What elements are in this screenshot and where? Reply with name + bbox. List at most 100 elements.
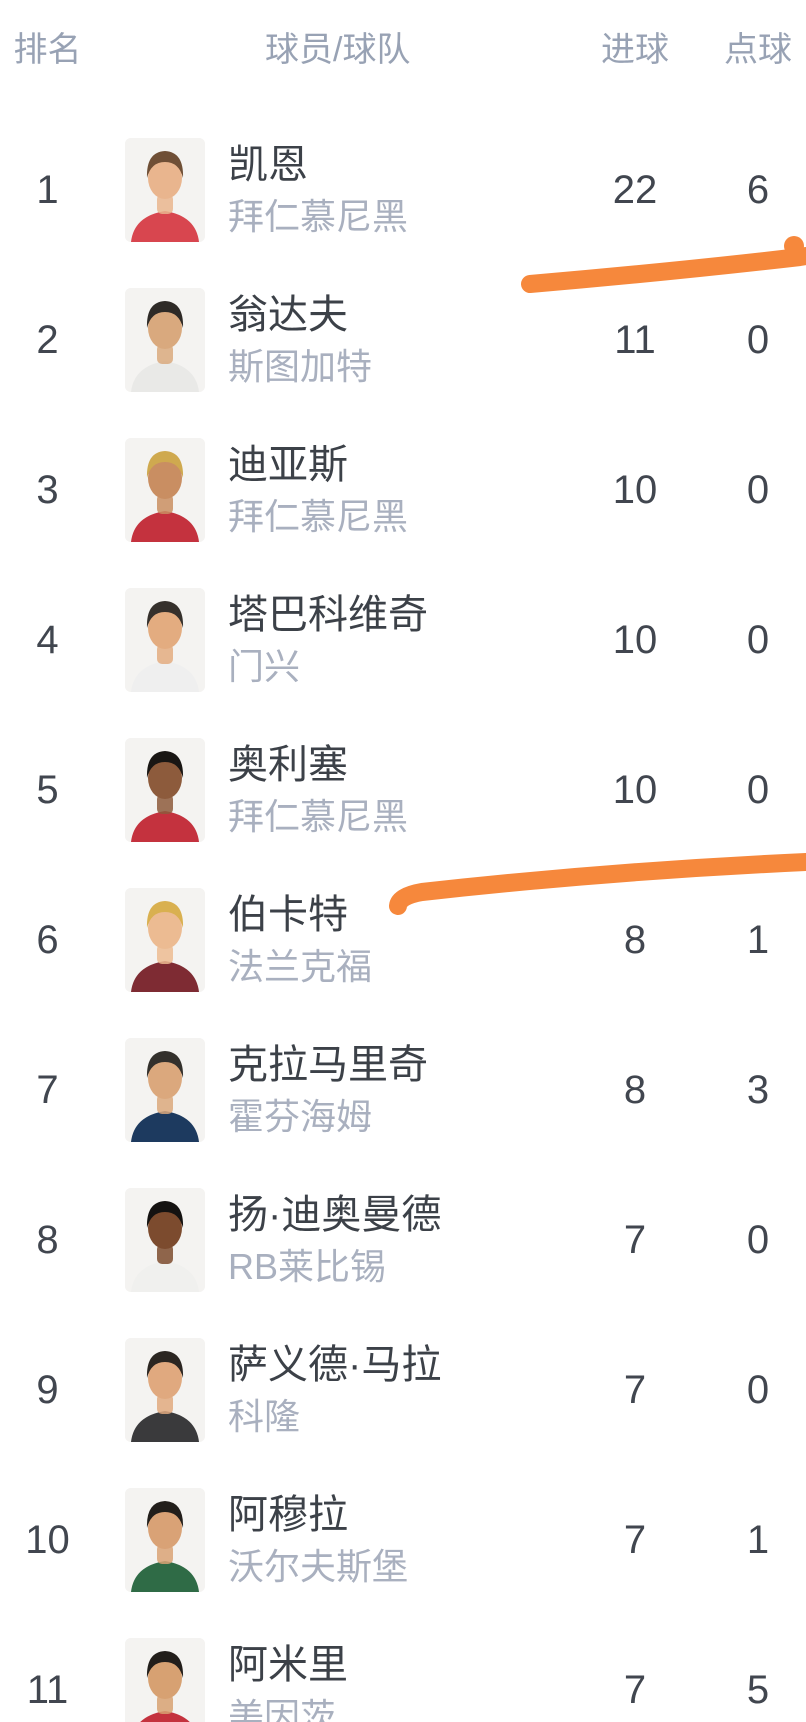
table-row[interactable]: 11 阿米里 美因茨 7 5 xyxy=(0,1615,806,1722)
penalties-value: 1 xyxy=(746,1517,770,1562)
goals-value: 7 xyxy=(623,1367,647,1412)
player-photo xyxy=(125,1488,205,1592)
player-name: 凯恩 xyxy=(228,143,308,188)
header-player: 球员/球队 xyxy=(265,30,411,69)
player-name: 塔巴科维奇 xyxy=(228,593,428,638)
penalties-value: 0 xyxy=(746,467,770,512)
rank-value: 8 xyxy=(36,1217,59,1262)
player-team: 霍芬海姆 xyxy=(228,1096,373,1138)
player-info: 阿米里 美因茨 xyxy=(205,1643,560,1722)
penalties-value: 3 xyxy=(746,1067,770,1112)
player-photo xyxy=(125,138,205,242)
rank-value: 2 xyxy=(36,317,59,362)
player-name: 翁达夫 xyxy=(228,293,348,338)
player-photo xyxy=(125,1638,205,1722)
player-team: 拜仁慕尼黑 xyxy=(228,196,409,238)
player-name: 迪亚斯 xyxy=(228,443,348,488)
goals-value: 22 xyxy=(612,167,658,212)
penalties-value: 0 xyxy=(746,617,770,662)
penalties-value: 0 xyxy=(746,1367,770,1412)
player-info: 奥利塞 拜仁慕尼黑 xyxy=(205,743,560,837)
player-info: 塔巴科维奇 门兴 xyxy=(205,593,560,687)
table-row[interactable]: 7 克拉马里奇 霍芬海姆 8 3 xyxy=(0,1015,806,1165)
header-penalties: 点球 xyxy=(724,30,792,69)
goals-value: 7 xyxy=(623,1667,647,1712)
goals-value: 7 xyxy=(623,1517,647,1562)
player-photo-icon xyxy=(125,738,205,842)
player-photo-icon xyxy=(125,438,205,542)
player-photo-icon xyxy=(125,1638,205,1722)
player-photo-icon xyxy=(125,588,205,692)
rank-value: 10 xyxy=(25,1517,70,1562)
table-row[interactable]: 10 阿穆拉 沃尔夫斯堡 7 1 xyxy=(0,1465,806,1615)
rank-value: 11 xyxy=(26,1667,69,1712)
player-info: 伯卡特 法兰克福 xyxy=(205,893,560,987)
penalties-value: 0 xyxy=(746,317,770,362)
player-photo xyxy=(125,288,205,392)
player-photo-icon xyxy=(125,138,205,242)
scorer-list: 1 凯恩 拜仁慕尼黑 22 6 2 xyxy=(0,115,806,1722)
player-team: 斯图加特 xyxy=(228,346,373,388)
player-name: 伯卡特 xyxy=(228,893,348,938)
player-photo-icon xyxy=(125,1338,205,1442)
player-name: 克拉马里奇 xyxy=(228,1043,428,1088)
rank-value: 7 xyxy=(36,1067,59,1112)
rank-value: 6 xyxy=(36,917,59,962)
table-row[interactable]: 6 伯卡特 法兰克福 8 1 xyxy=(0,865,806,1015)
player-photo-icon xyxy=(125,1488,205,1592)
player-team: 沃尔夫斯堡 xyxy=(228,1546,409,1588)
player-info: 克拉马里奇 霍芬海姆 xyxy=(205,1043,560,1137)
penalties-value: 1 xyxy=(746,917,770,962)
player-photo xyxy=(125,438,205,542)
player-photo-icon xyxy=(125,1188,205,1292)
table-row[interactable]: 3 迪亚斯 拜仁慕尼黑 10 0 xyxy=(0,415,806,565)
rank-value: 9 xyxy=(36,1367,59,1412)
player-team: 法兰克福 xyxy=(228,946,373,988)
table-row[interactable]: 8 扬·迪奥曼德 RB莱比锡 7 0 xyxy=(0,1165,806,1315)
player-team: 美因茨 xyxy=(228,1696,337,1722)
goals-value: 7 xyxy=(623,1217,647,1262)
player-info: 凯恩 拜仁慕尼黑 xyxy=(205,143,560,237)
rank-value: 5 xyxy=(36,767,59,812)
rank-value: 4 xyxy=(36,617,59,662)
player-name: 扬·迪奥曼德 xyxy=(228,1193,442,1238)
player-name: 萨义德·马拉 xyxy=(228,1343,442,1388)
player-name: 阿米里 xyxy=(228,1643,348,1688)
player-team: 拜仁慕尼黑 xyxy=(228,796,409,838)
player-photo xyxy=(125,738,205,842)
table-header: 排名 球员/球队 进球 点球 xyxy=(0,0,806,92)
table-row[interactable]: 1 凯恩 拜仁慕尼黑 22 6 xyxy=(0,115,806,265)
goals-value: 10 xyxy=(612,767,658,812)
player-team: 拜仁慕尼黑 xyxy=(228,496,409,538)
rank-value: 3 xyxy=(36,467,59,512)
player-name: 阿穆拉 xyxy=(228,1493,348,1538)
header-rank: 排名 xyxy=(13,30,82,69)
penalties-value: 6 xyxy=(746,167,770,212)
player-photo xyxy=(125,1038,205,1142)
table-row[interactable]: 2 翁达夫 斯图加特 11 0 xyxy=(0,265,806,415)
player-info: 迪亚斯 拜仁慕尼黑 xyxy=(205,443,560,537)
table-row[interactable]: 4 塔巴科维奇 门兴 10 0 xyxy=(0,565,806,715)
penalties-value: 5 xyxy=(746,1667,770,1712)
goals-value: 8 xyxy=(623,1067,647,1112)
player-info: 萨义德·马拉 科隆 xyxy=(205,1343,560,1437)
table-row[interactable]: 5 奥利塞 拜仁慕尼黑 10 0 xyxy=(0,715,806,865)
rank-value: 1 xyxy=(36,167,59,212)
player-photo xyxy=(125,1338,205,1442)
player-photo-icon xyxy=(125,888,205,992)
table-row[interactable]: 9 萨义德·马拉 科隆 7 0 xyxy=(0,1315,806,1465)
penalties-value: 0 xyxy=(746,767,770,812)
player-photo xyxy=(125,888,205,992)
goals-value: 8 xyxy=(623,917,647,962)
goals-value: 10 xyxy=(612,467,658,512)
player-photo xyxy=(125,588,205,692)
goals-value: 10 xyxy=(612,617,658,662)
player-photo-icon xyxy=(125,288,205,392)
player-photo-icon xyxy=(125,1038,205,1142)
player-team: RB莱比锡 xyxy=(228,1246,387,1288)
goals-value: 11 xyxy=(614,317,656,362)
player-team: 科隆 xyxy=(228,1396,301,1438)
player-info: 扬·迪奥曼德 RB莱比锡 xyxy=(205,1193,560,1287)
player-team: 门兴 xyxy=(228,646,301,688)
